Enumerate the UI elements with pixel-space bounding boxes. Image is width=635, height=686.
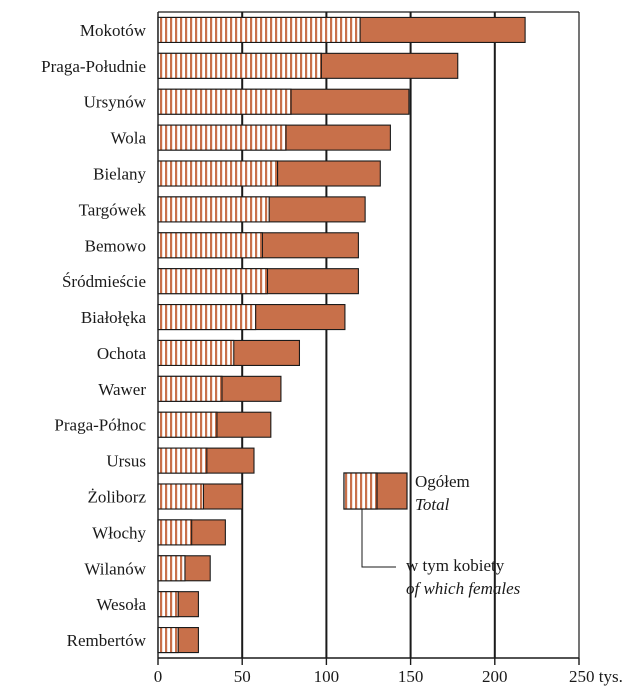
bars: [157, 16, 526, 654]
bar-females: [157, 519, 193, 546]
bar-females: [157, 88, 292, 115]
legend-females-swatch: [343, 472, 378, 510]
bar-females: [157, 160, 279, 187]
x-tick-label: 100: [314, 667, 340, 686]
bar-females: [157, 232, 263, 259]
x-tick-label: 0: [154, 667, 163, 686]
bar-females: [157, 124, 287, 151]
category-label: Białołęka: [81, 308, 147, 327]
category-label: Żoliborz: [87, 488, 146, 507]
x-tick-label: 150: [398, 667, 424, 686]
category-label: Ochota: [97, 344, 147, 363]
bar-females: [157, 339, 235, 366]
x-tick-label: 200: [482, 667, 508, 686]
bar-females: [157, 16, 361, 43]
category-labels: Mokotów Praga-Południe Ursynów Wola Bielany T…: [41, 21, 147, 650]
category-label: Włochy: [92, 523, 146, 542]
category-label: Mokotów: [80, 21, 147, 40]
bar-females: [157, 52, 322, 79]
category-label: Ursus: [106, 452, 146, 471]
category-label: Wola: [111, 129, 147, 148]
category-label: Śródmieście: [62, 272, 146, 291]
category-label: Targówek: [79, 200, 147, 219]
legend-females-label-en: of which females: [406, 579, 521, 598]
category-label: Bielany: [93, 165, 146, 184]
category-label: Wilanów: [84, 559, 146, 578]
bar-females: [157, 375, 223, 402]
category-label: Rembertów: [67, 631, 147, 650]
x-tick-label: 50: [234, 667, 251, 686]
category-label: Wesoła: [96, 595, 146, 614]
category-label: Ursynów: [84, 93, 147, 112]
legend-total-label-en: Total: [415, 495, 450, 514]
legend-leader-line: [361, 509, 396, 568]
bar-females: [157, 411, 218, 438]
legend-females-label: w tym kobiety: [406, 556, 505, 575]
bar-females: [157, 304, 257, 331]
bar-females: [157, 447, 208, 474]
bar-females: [157, 268, 269, 295]
category-label: Bemowo: [85, 236, 146, 255]
bar-females: [157, 483, 205, 510]
bar-females: [157, 591, 179, 618]
bar-females: [157, 627, 179, 654]
bar-females: [157, 555, 186, 582]
legend: Ogółem Total w tym kobiety of which fema…: [343, 472, 521, 598]
legend-total-label: Ogółem: [415, 472, 470, 491]
category-label: Wawer: [98, 380, 146, 399]
bar-females: [157, 196, 270, 223]
category-label: Praga-Północ: [54, 416, 146, 435]
x-tick-label: 250 tys.: [569, 667, 623, 686]
gridlines: [158, 11, 580, 658]
category-label: Praga-Południe: [41, 57, 146, 76]
x-axis: 0 50 100 150 200 250 tys.: [154, 12, 623, 686]
